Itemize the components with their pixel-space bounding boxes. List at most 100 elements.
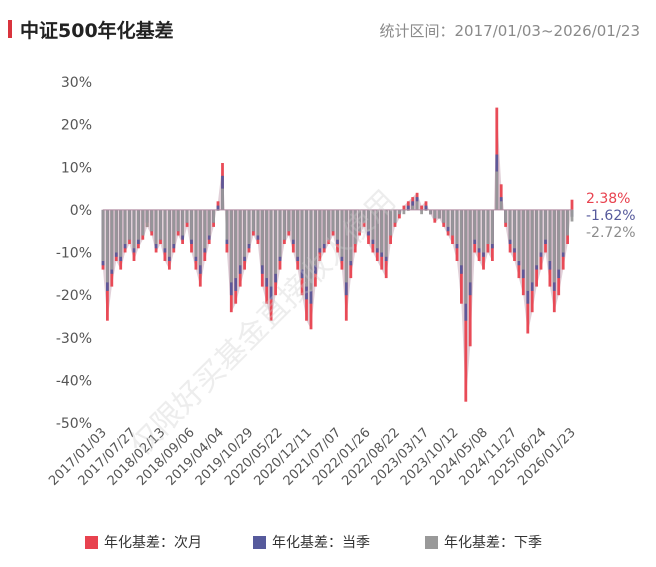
legend-label-current-quarter: 年化基差：当季 — [272, 535, 370, 551]
bar-next_quarter — [172, 209, 176, 244]
bar-next_quarter — [521, 209, 525, 270]
bar-next_quarter — [460, 209, 463, 266]
y-tick-label: 0% — [70, 203, 92, 219]
bar-next_quarter — [145, 209, 149, 227]
bar-next_quarter — [402, 209, 406, 215]
bar-next_quarter — [269, 209, 273, 287]
bar-next_quarter — [203, 209, 207, 249]
y-tick-label: 30% — [61, 75, 92, 91]
bar-next_quarter — [344, 209, 348, 283]
bar-next_quarter — [212, 209, 215, 223]
bar-next_quarter — [517, 209, 521, 261]
bar-next_quarter — [318, 209, 322, 249]
bar-next_quarter — [398, 209, 401, 215]
y-tick-label: -10% — [56, 246, 92, 262]
bar-next_quarter — [331, 209, 335, 232]
bar-current_quarter — [406, 205, 410, 210]
legend-swatch-next-month — [85, 535, 98, 549]
bar-next_quarter — [194, 209, 198, 257]
bar-next_quarter — [561, 209, 565, 253]
bar-next_quarter — [305, 209, 308, 287]
bar-next_quarter — [119, 209, 123, 257]
bar-next_quarter — [393, 209, 397, 223]
bar-next_month — [424, 201, 428, 210]
legend-item-next-quarter[interactable]: 年化基差：下季 — [425, 532, 542, 552]
legend-label-next-month: 年化基差：次月 — [104, 535, 202, 551]
bar-next_quarter — [389, 209, 392, 236]
y-tick-label: 20% — [61, 118, 92, 134]
bar-next_quarter — [106, 209, 109, 283]
bar-next_quarter — [371, 209, 375, 240]
bar-next_quarter — [141, 209, 145, 236]
bar-next_quarter — [544, 209, 547, 240]
bar-next_quarter — [221, 188, 224, 210]
bar-next_quarter — [128, 209, 131, 240]
legend-swatch-next-quarter — [425, 535, 438, 549]
bar-next_quarter — [455, 209, 459, 244]
bar-next_quarter — [349, 209, 353, 261]
bar-next_quarter — [260, 209, 264, 266]
legend-item-next-month[interactable]: 年化基差：次月 — [85, 532, 202, 552]
bar-next_quarter — [353, 209, 357, 244]
legend-label-next-quarter: 年化基差：下季 — [444, 535, 542, 551]
y-tick-label: -20% — [56, 288, 92, 304]
bar-next_quarter — [207, 209, 211, 236]
bar-next_quarter — [101, 209, 105, 261]
bar-next_quarter — [256, 209, 260, 236]
bar-next_quarter — [473, 209, 477, 240]
bar-next_quarter — [287, 209, 291, 232]
bar-next_quarter — [384, 209, 388, 257]
bar-next_quarter — [168, 209, 171, 257]
bar-next_quarter — [229, 209, 233, 283]
bar-next_quarter — [358, 209, 361, 232]
bar-next_quarter — [557, 209, 561, 270]
bar-next_quarter — [163, 209, 167, 249]
end-label-next-quarter: -2.72% — [586, 225, 636, 241]
bar-current_quarter — [216, 205, 220, 210]
bar-next_quarter — [309, 209, 313, 291]
bar-next_quarter — [283, 209, 286, 240]
bar-next_quarter — [411, 205, 415, 210]
bar-next_quarter — [446, 209, 450, 227]
chart-title: 中证500年化基差 — [20, 20, 174, 42]
bar-next_month — [420, 205, 423, 210]
bar-next_quarter — [327, 209, 331, 240]
bar-next_quarter — [265, 209, 269, 279]
bar-next_quarter — [429, 209, 432, 215]
bar-next_quarter — [566, 209, 569, 236]
bar-next_quarter — [278, 209, 282, 257]
bar-next_quarter — [243, 209, 246, 257]
bar-next_quarter — [539, 209, 543, 253]
bar-next_quarter — [495, 171, 499, 210]
bar-next_quarter — [322, 209, 326, 244]
bar-next_quarter — [570, 209, 574, 222]
bar-next_quarter — [340, 209, 344, 257]
bar-next_quarter — [198, 209, 202, 266]
bar-next_quarter — [552, 209, 556, 283]
bar-next_quarter — [247, 209, 251, 244]
bar-next_quarter — [314, 209, 317, 266]
bar-next_quarter — [238, 209, 242, 266]
bar-next_month — [406, 201, 410, 210]
legend-item-current-quarter[interactable]: 年化基差：当季 — [253, 532, 370, 552]
bar-next_quarter — [216, 209, 220, 211]
title-accent-bar — [8, 20, 12, 38]
bar-next_quarter — [300, 209, 304, 270]
date-range-label: 统计区间：2017/01/03~2026/01/23 — [379, 22, 640, 40]
legend: 年化基差：次月 年化基差：当季 年化基差：下季 — [0, 532, 656, 552]
end-label-next-month: 2.38% — [586, 191, 631, 207]
bar-next_quarter — [296, 209, 300, 257]
bar-next_quarter — [185, 209, 189, 223]
bar-next_month — [570, 199, 574, 210]
bar-next_quarter — [190, 209, 193, 240]
bar-next_quarter — [491, 209, 494, 244]
bar-next_quarter — [380, 209, 384, 253]
basis-chart: 30%20%10%0%-10%-20%-30%-40%-50%2017/01/0… — [46, 75, 579, 489]
bar-next_quarter — [367, 209, 370, 232]
bar-next_quarter — [424, 209, 428, 211]
bar-next_quarter — [362, 209, 366, 223]
bar-next_quarter — [375, 209, 379, 249]
y-tick-label: -50% — [56, 416, 92, 432]
bar-next_quarter — [176, 209, 180, 232]
bar-next_quarter — [336, 209, 339, 240]
